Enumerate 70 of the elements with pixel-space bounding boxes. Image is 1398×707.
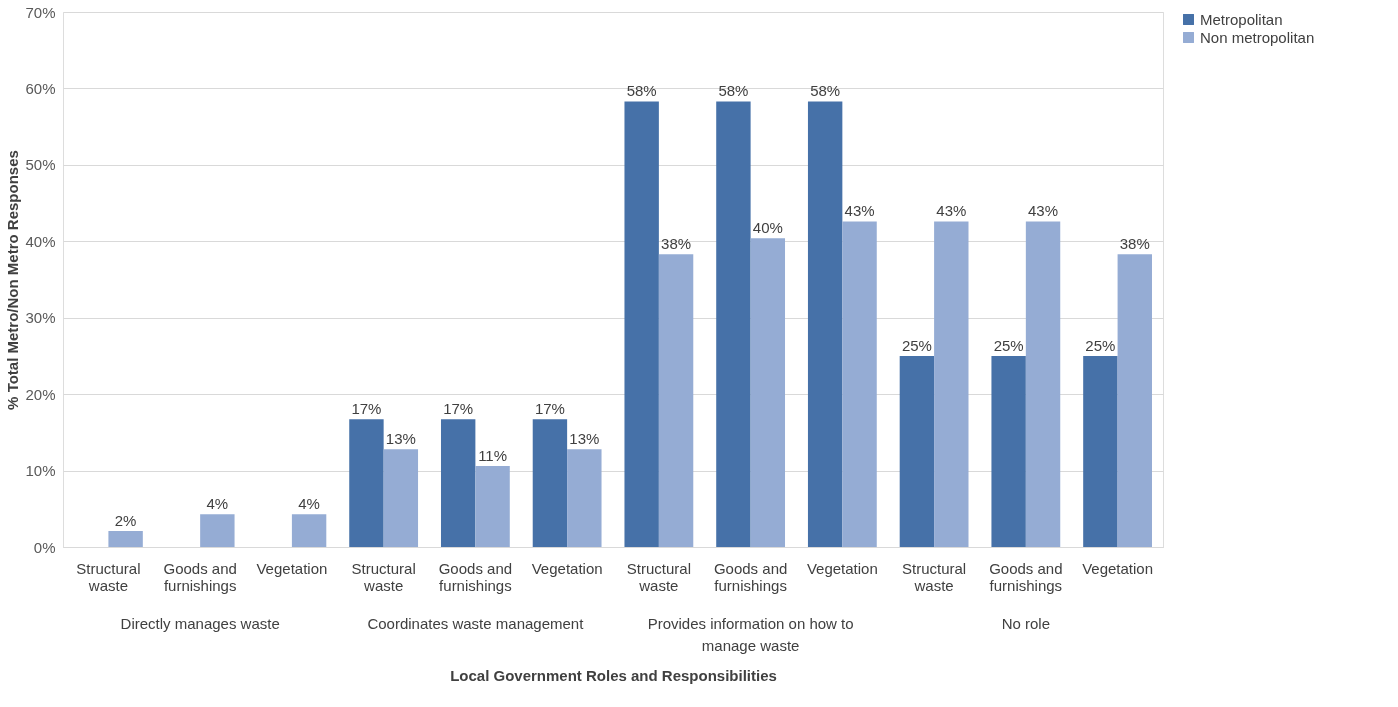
x-tick-label: Goods and furnishings xyxy=(163,559,237,594)
text: Coordinates waste management xyxy=(367,615,585,632)
x-tick-label: Vegetation xyxy=(1082,559,1154,577)
x-tick-label: Vegetation xyxy=(256,559,328,577)
bar xyxy=(842,221,877,547)
bar xyxy=(750,238,786,547)
bar xyxy=(291,514,327,547)
bar xyxy=(1025,221,1061,547)
y-tick-label: 10% xyxy=(25,462,56,480)
bar xyxy=(440,419,476,547)
bar xyxy=(807,101,843,547)
data-label: 17% xyxy=(534,400,565,418)
data-label: 13% xyxy=(569,430,600,448)
y-tick-label: 70% xyxy=(25,3,56,21)
data-label: 4% xyxy=(206,495,229,513)
x-tick-label: Vegetation xyxy=(531,559,603,577)
x-tick-label: Goods and furnishings xyxy=(438,559,513,594)
data-label: 43% xyxy=(936,202,967,220)
bar xyxy=(934,221,969,547)
bar xyxy=(349,419,384,547)
data-label: 2% xyxy=(114,511,137,529)
legend-label: Non metropolitan xyxy=(1200,28,1315,46)
data-label: 17% xyxy=(351,400,382,418)
bar xyxy=(567,449,602,547)
data-label: 25% xyxy=(901,336,932,354)
bar xyxy=(108,530,143,547)
y-tick-label: 20% xyxy=(25,385,56,403)
bar xyxy=(991,355,1026,547)
bar xyxy=(658,254,694,547)
bar xyxy=(624,101,659,547)
text: Provides information on how to manage waste xyxy=(647,615,854,654)
x-tick-label: Goods and furnishings xyxy=(713,559,788,594)
text: No role xyxy=(1001,615,1051,632)
data-label: 38% xyxy=(661,235,692,253)
data-label: 58% xyxy=(810,82,841,100)
text: Directly manages waste xyxy=(120,615,280,632)
y-axis-title: % Total Metro/Non Metro Responses xyxy=(4,150,22,410)
y-tick-label: 40% xyxy=(25,232,56,250)
data-label: 17% xyxy=(443,400,474,418)
y-tick-label: 50% xyxy=(25,156,56,174)
data-label: 40% xyxy=(752,219,783,237)
data-label: 25% xyxy=(993,336,1024,354)
data-label: 43% xyxy=(1028,202,1059,220)
data-label: 58% xyxy=(626,82,657,100)
data-label: 38% xyxy=(1119,235,1150,253)
bar xyxy=(716,101,751,547)
legend-label: Metropolitan xyxy=(1200,10,1283,28)
bar xyxy=(1117,254,1152,547)
bar xyxy=(475,465,510,547)
y-tick-label: 30% xyxy=(25,309,56,327)
bar xyxy=(899,355,935,547)
x-tick-label: Structural waste xyxy=(351,559,416,594)
bar xyxy=(383,449,419,547)
data-label: 58% xyxy=(718,82,749,100)
data-label: 25% xyxy=(1085,336,1116,354)
y-tick-label: 60% xyxy=(25,79,56,97)
bar xyxy=(1083,355,1118,547)
y-tick-label: 0% xyxy=(33,538,56,556)
bar xyxy=(200,514,235,547)
data-label: 43% xyxy=(844,202,875,220)
x-axis-title: Local Government Roles and Responsibilities xyxy=(450,666,777,684)
x-tick-label: Vegetation xyxy=(806,559,878,577)
x-tick-label: Structural waste xyxy=(902,559,967,594)
data-label: 4% xyxy=(298,495,320,513)
data-label: 11% xyxy=(478,446,508,464)
x-tick-label: Goods and furnishings xyxy=(989,559,1063,594)
x-tick-label: Structural waste xyxy=(626,559,691,594)
x-tick-label: Structural waste xyxy=(76,559,141,594)
bar xyxy=(532,419,568,547)
data-label: 13% xyxy=(385,430,416,448)
